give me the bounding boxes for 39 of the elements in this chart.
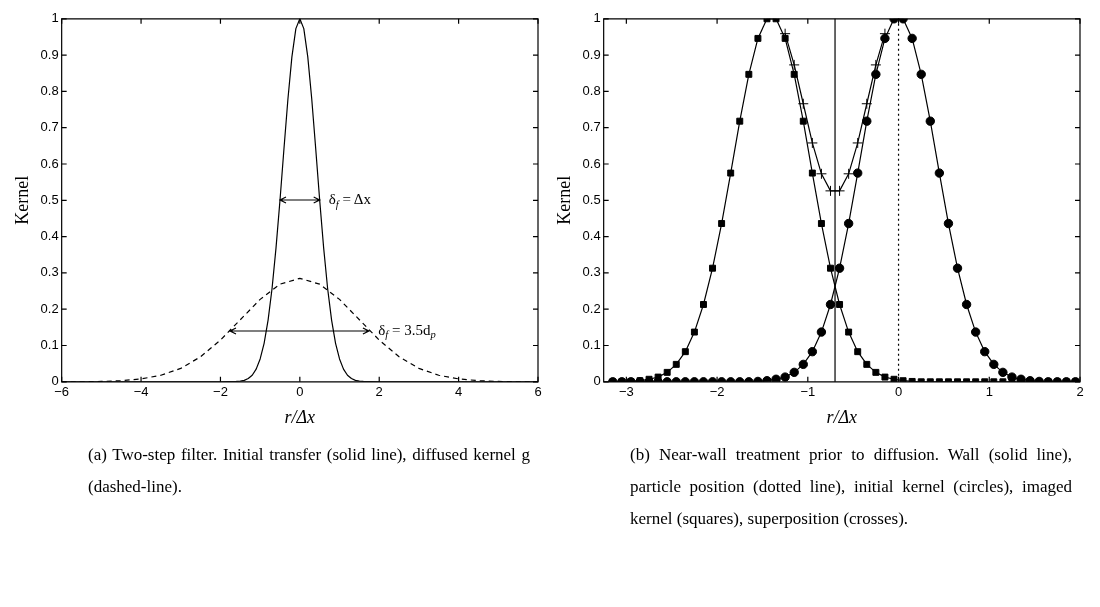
y-tick-label: 0.2 [40, 300, 59, 316]
y-tick-label: 1 [593, 10, 601, 26]
x-tick-label: −2 [213, 384, 228, 400]
x-tick-label: 2 [375, 384, 383, 400]
x-tick-label: 2 [1076, 384, 1084, 400]
y-tick-label: 0.6 [582, 155, 601, 171]
y-tick-label: 0.1 [582, 337, 601, 353]
y-tick-label: 0.7 [40, 119, 59, 135]
y-tick-label: 0.2 [582, 300, 601, 316]
x-tick-label: −4 [133, 384, 149, 400]
x-tick-label: 0 [894, 384, 903, 400]
y-tick-label: 0 [593, 373, 601, 389]
y-axis-title: Kernel [11, 175, 32, 225]
y-tick-label: 0.7 [582, 119, 601, 135]
text: (b) Near-wall treatment prior to diffusion. Wall (solid line), particle position (dotted line), initial kernel (circles), imaged kernel (squares), superposition (crosses). [630, 444, 1072, 530]
x-tick-label: −2 [709, 384, 725, 400]
x-tick-label: −1 [800, 384, 816, 400]
y-tick-label: 0.6 [40, 155, 59, 171]
y-tick-label: 0.3 [40, 264, 59, 280]
y-tick-label: 0.9 [40, 46, 59, 62]
x-axis-title: r/Δx [826, 406, 858, 427]
y-tick-label: 1 [51, 10, 59, 26]
y-tick-label: 0.5 [40, 191, 59, 207]
y-tick-label: 0.3 [582, 264, 601, 280]
x-axis-title: r/Δx [284, 406, 316, 427]
y-axis-title: Kernel [553, 175, 574, 225]
x-tick-label: 4 [454, 384, 463, 400]
y-tick-label: 0.1 [40, 337, 59, 353]
y-tick-label: 0.9 [582, 46, 601, 62]
x-tick-label: −3 [618, 384, 634, 400]
x-tick-label: 0 [296, 384, 304, 400]
x-tick-label: 1 [985, 384, 993, 400]
text: (a) Two-step filter. Initial transfer (solid line), diffused kernel g (dashed-line). [88, 444, 530, 498]
y-tick-label: 0.8 [40, 82, 59, 98]
y-tick-label: 0.4 [582, 228, 601, 244]
y-tick-label: 0.8 [582, 82, 601, 98]
y-tick-label: 0.4 [40, 228, 59, 244]
x-tick-label: 6 [534, 384, 542, 400]
y-tick-label: 0.5 [582, 191, 601, 207]
